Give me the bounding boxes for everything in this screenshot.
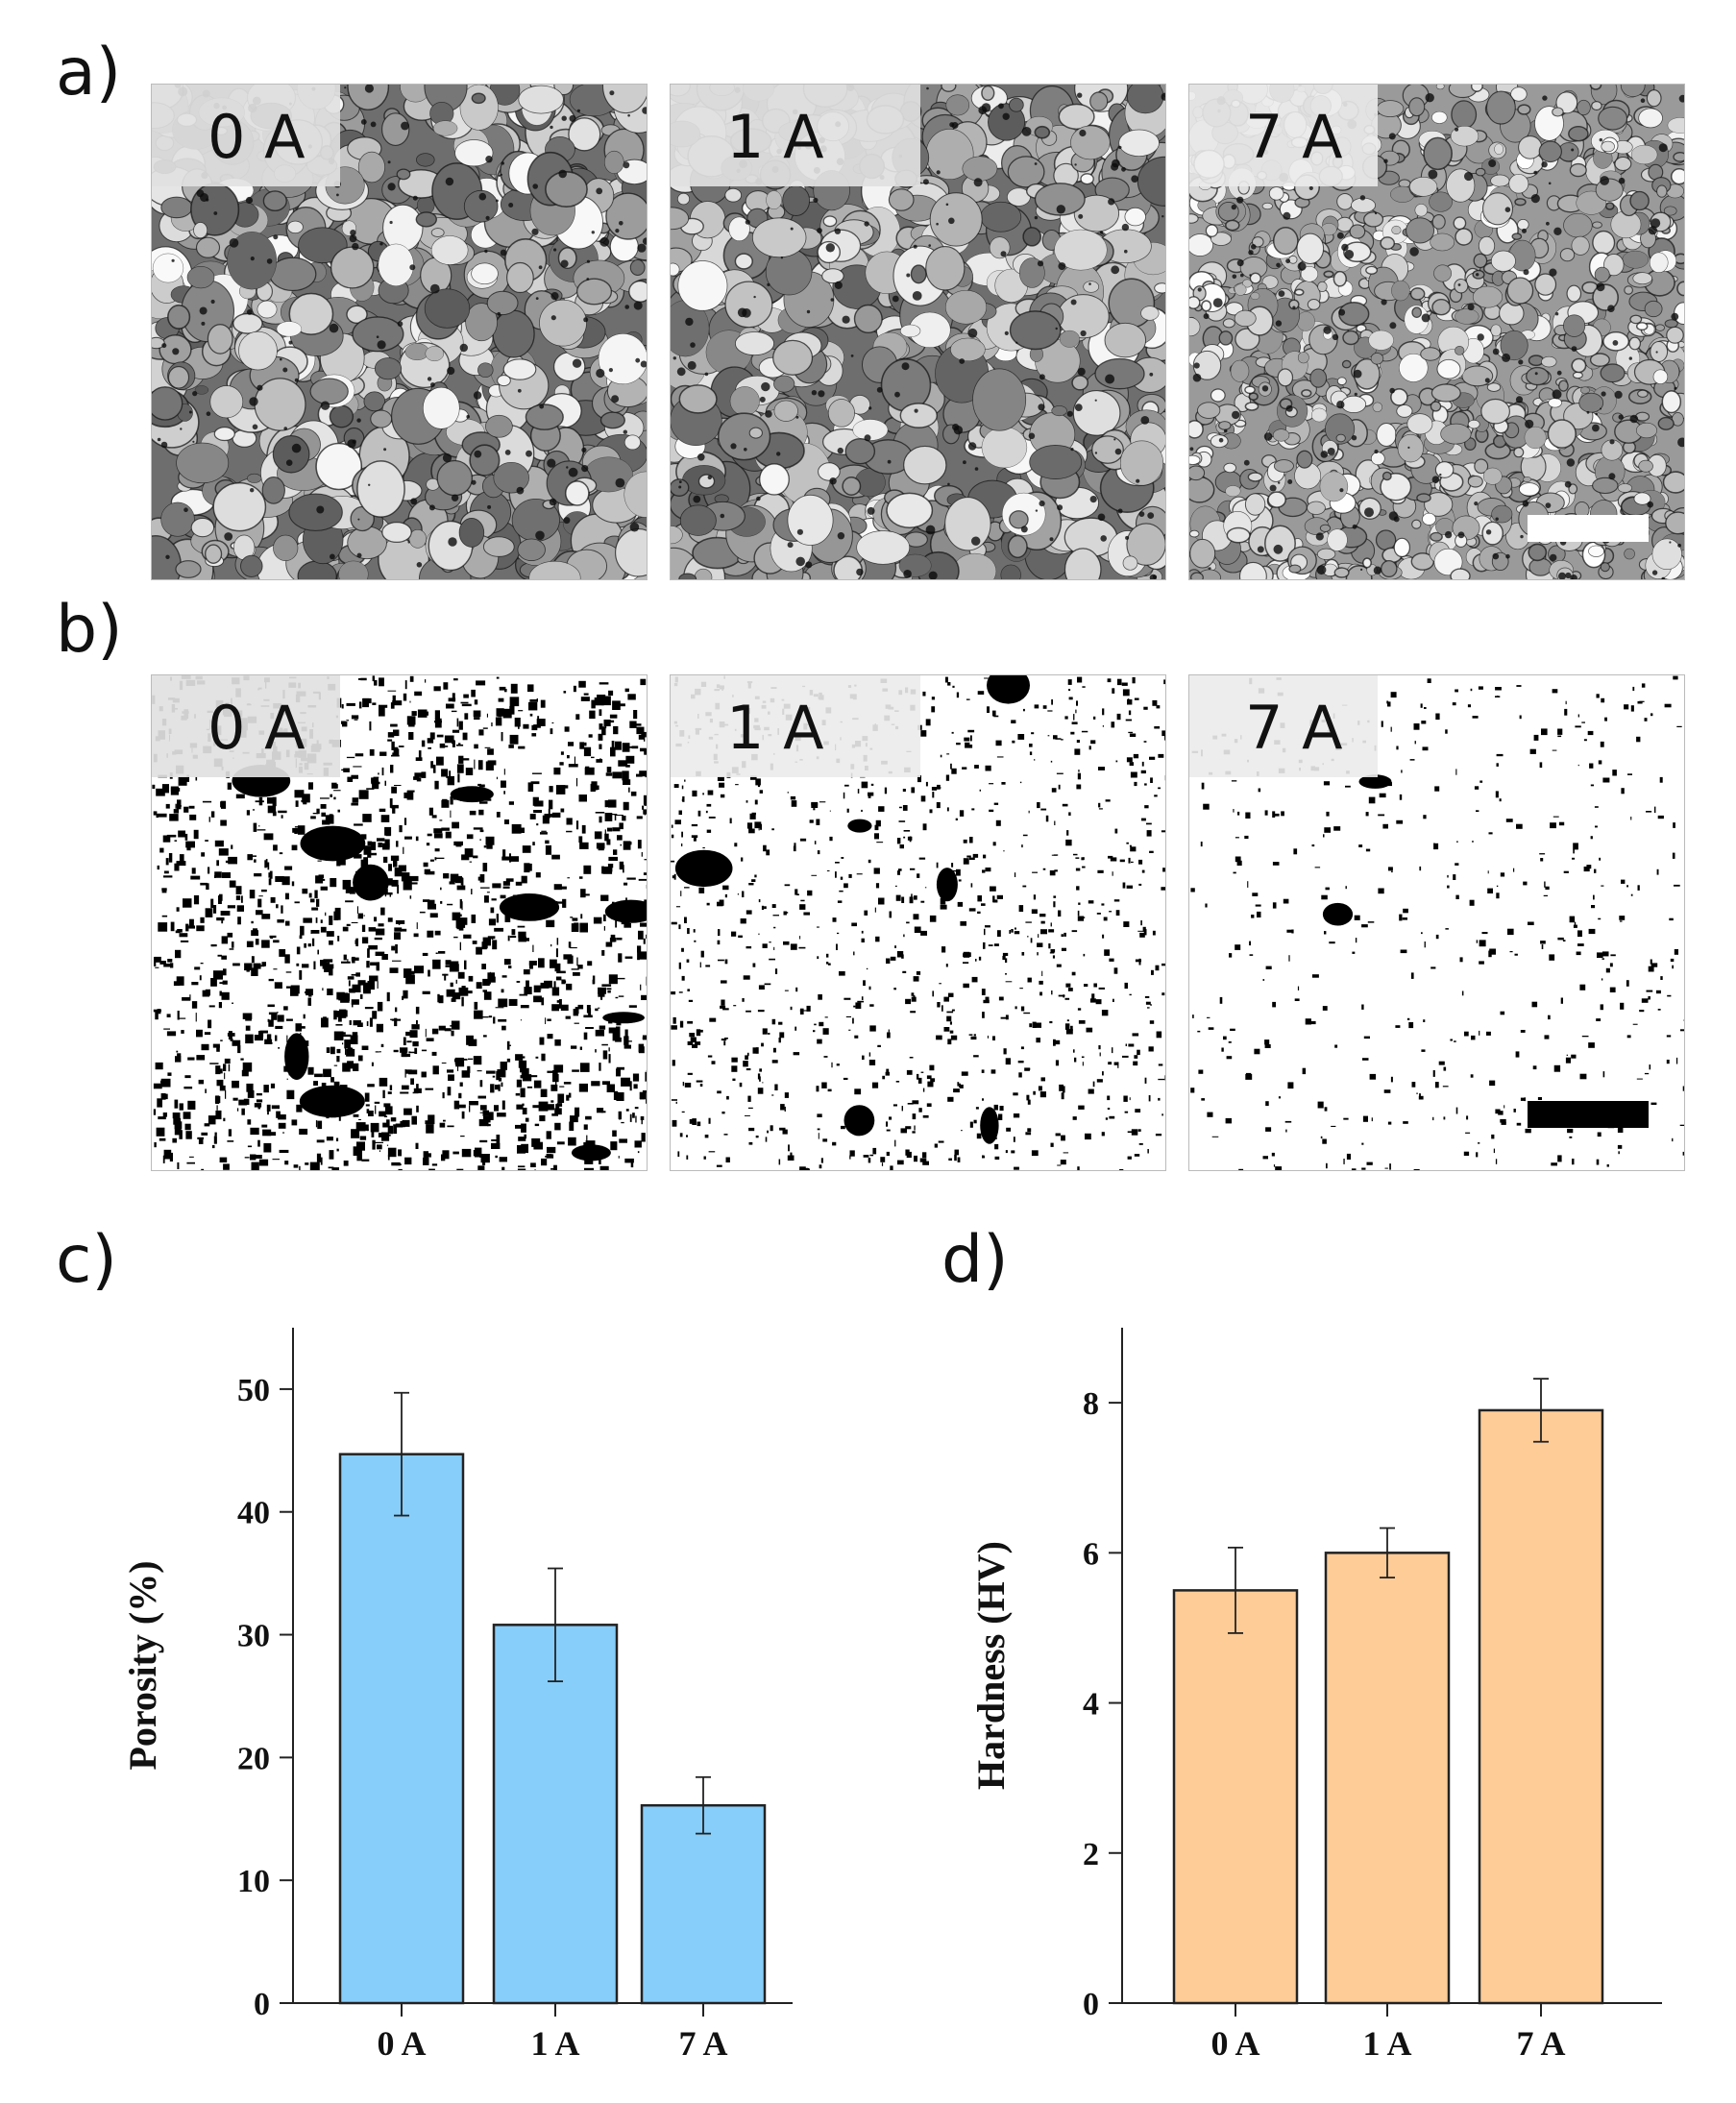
y-tick-label: 50 <box>237 1373 270 1408</box>
tile-label: 0 A <box>152 85 340 186</box>
bar <box>640 1803 767 2005</box>
x-tick-label: 1 A <box>1362 2024 1411 2063</box>
y-tick-label: 20 <box>237 1741 270 1776</box>
y-axis-label: Hardness (HV) <box>969 1541 1013 1790</box>
y-axis-label: Porosity (%) <box>121 1560 164 1770</box>
error-bar <box>548 1567 563 1683</box>
y-tick-label: 0 <box>254 1987 270 2022</box>
binary-image-1a: 1 A <box>670 674 1166 1171</box>
sem-micrograph-0a: 0 A <box>151 84 648 580</box>
error-bar <box>1228 1546 1243 1634</box>
panel-label-c: c) <box>56 1222 117 1298</box>
y-tick-label: 40 <box>237 1496 270 1531</box>
panel-label-d: d) <box>941 1222 1009 1298</box>
tile-label: 1 A <box>671 85 920 186</box>
bar <box>1172 1589 1299 2005</box>
panel-label-a: a) <box>56 35 122 110</box>
tile-label: 7 A <box>1189 85 1378 186</box>
bar <box>492 1624 619 2005</box>
y-tick-label: 4 <box>1083 1687 1099 1723</box>
tile-label: 0 A <box>152 675 340 777</box>
panel-label-b: b) <box>56 592 123 668</box>
y-tick-label: 8 <box>1083 1386 1099 1422</box>
y-tick-label: 2 <box>1083 1837 1099 1872</box>
binary-image-7a: 7 A <box>1188 674 1685 1171</box>
tile-label: 1 A <box>671 675 920 777</box>
sem-micrograph-7a: 7 A <box>1188 84 1685 580</box>
binary-image-0a: 0 A <box>151 674 648 1171</box>
bar <box>338 1453 465 2005</box>
bar <box>1478 1408 1604 2005</box>
tile-label: 7 A <box>1189 675 1378 777</box>
x-tick-label: 1 A <box>530 2024 579 2063</box>
error-bar <box>696 1775 711 1835</box>
x-tick-label: 0 A <box>377 2024 426 2063</box>
x-tick-label: 7 A <box>678 2024 727 2063</box>
scale-bar <box>1528 1101 1649 1128</box>
x-tick-label: 0 A <box>1210 2024 1259 2063</box>
error-bar <box>1533 1378 1549 1443</box>
scale-bar <box>1528 515 1649 542</box>
sem-micrograph-1a: 1 A <box>670 84 1166 580</box>
porosity-bar-chart: 0 10 20 30 40 50 Porosity (%) 0 A 1 A 7 A <box>121 1328 793 2063</box>
y-tick-label: 0 <box>1083 1987 1099 2022</box>
error-bar <box>394 1391 409 1517</box>
y-tick-label: 6 <box>1083 1536 1099 1572</box>
x-tick-label: 7 A <box>1516 2024 1565 2063</box>
error-bar <box>1380 1527 1395 1579</box>
bar <box>1324 1552 1451 2005</box>
y-tick-label: 30 <box>237 1619 270 1654</box>
y-tick-label: 10 <box>237 1864 270 1899</box>
hardness-bar-chart: 0 2 4 6 8 Hardness (HV) 0 A 1 A 7 A <box>969 1328 1662 2063</box>
